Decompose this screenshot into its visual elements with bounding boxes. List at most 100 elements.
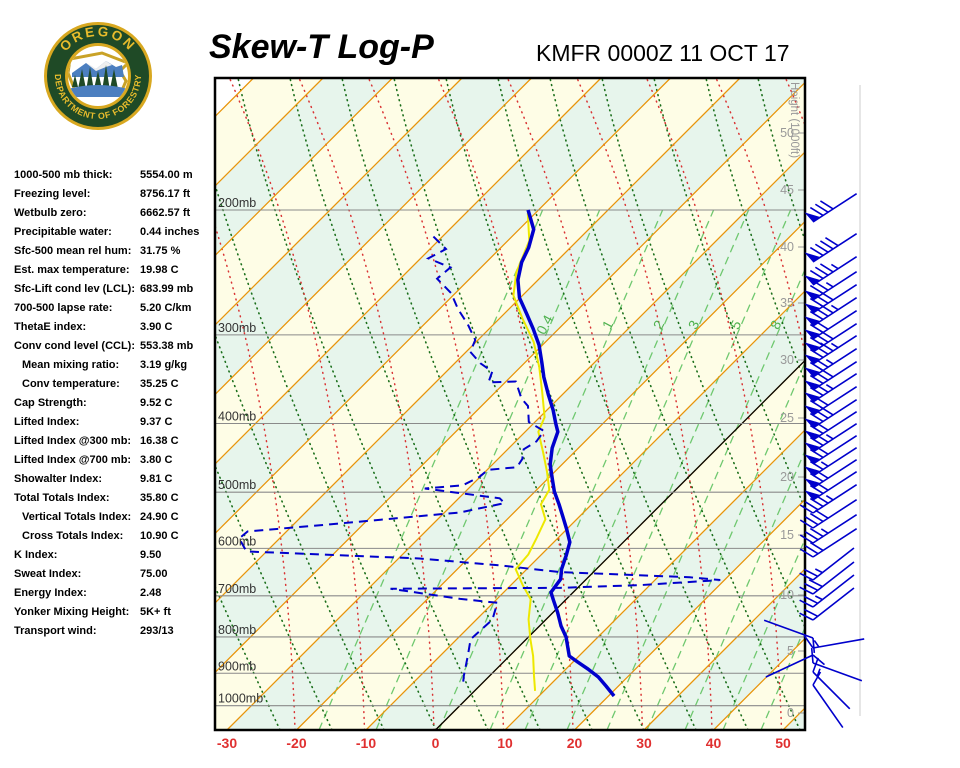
index-value: 9.81 C (140, 473, 173, 485)
wind-barb (804, 411, 858, 441)
index-value: 0.44 inches (140, 226, 200, 238)
index-value: 16.38 C (140, 435, 179, 447)
svg-text:-10: -10 (356, 735, 376, 751)
wind-barb (812, 671, 844, 729)
index-row: Wetbulb zero: 6662.57 ft (12, 204, 222, 223)
index-row: ThetaE index: 3.90 C (12, 318, 222, 337)
index-label: Cross Totals Index: (22, 530, 124, 542)
logo-snow (86, 61, 112, 71)
wind-barb (803, 635, 865, 649)
wind-barb (810, 647, 863, 682)
index-row: Conv cond level (CCL): 553.38 mb (12, 337, 222, 356)
svg-text:Height (1000ft): Height (1000ft) (788, 82, 800, 158)
svg-text:20: 20 (780, 470, 794, 484)
indices-panel: 1000-500 mb thick: 5554.00 m Freezing leve… (12, 166, 222, 641)
index-row: Sfc-Lift cond lev (LCL): 683.99 mb (12, 280, 222, 299)
index-value: 293/13 (140, 625, 174, 637)
wind-barb (804, 399, 858, 429)
index-row: 1000-500 mb thick: 5554.00 m (12, 166, 222, 185)
index-value: 31.75 % (140, 245, 181, 257)
index-value: 75.00 (140, 568, 168, 580)
logo-badge: OREGON DEPARTMENT OF FORESTRY (44, 22, 152, 130)
index-row: Sweat Index: 75.00 (12, 565, 222, 584)
svg-text:40: 40 (780, 240, 794, 254)
index-value: 5K+ ft (140, 606, 171, 618)
svg-text:200mb: 200mb (218, 196, 256, 210)
index-value: 683.99 mb (140, 283, 194, 295)
wind-barb (765, 654, 826, 678)
index-value: 8756.17 ft (140, 188, 191, 200)
index-value: 3.80 C (140, 454, 173, 466)
wind-barb (812, 657, 851, 710)
wind-barb (804, 335, 858, 365)
pressure-labels: 200mb 300mb 400mb 500mb 600mb 700mb 800mb 900mb… (218, 196, 263, 706)
index-row: Cap Strength: 9.52 C (12, 394, 222, 413)
index-value: 9.50 (140, 549, 162, 561)
index-row: Energy Index: 2.48 (12, 584, 222, 603)
wind-barb (804, 373, 858, 403)
plot-area: 0.4 1 2 3 5 8200mb300mb400mb500mb600mb700mb80… (215, 78, 805, 730)
svg-text:1000mb: 1000mb (218, 692, 263, 706)
svg-text:500mb: 500mb (218, 478, 256, 492)
index-value: 5554.00 m (140, 169, 193, 181)
station-time-label: KMFR 0000Z 11 OCT 17 (536, 40, 790, 66)
wind-barb (804, 233, 858, 263)
oregon-forestry-logo: OREGON DEPARTMENT OF FORESTRY (44, 22, 152, 130)
wind-barb (804, 284, 858, 314)
index-value: 24.90 C (140, 511, 179, 523)
index-label: ThetaE index: (14, 321, 87, 333)
index-row: Est. max temperature: 19.98 C (12, 261, 222, 280)
svg-text:900mb: 900mb (218, 659, 256, 673)
index-value: 3.19 g/kg (140, 359, 188, 371)
temp-axis-labels: -30 -20 -10 0 10 20 30 40 50 (217, 735, 791, 751)
index-label: Lifted Index: (14, 416, 80, 428)
index-row: Lifted Index @700 mb: 3.80 C (12, 451, 222, 470)
index-label: Energy Index: (14, 587, 87, 599)
index-label: Est. max temperature: (14, 264, 130, 276)
index-row: Transport wind: 293/13 (12, 622, 222, 641)
index-row: Sfc-500 mean rel hum: 31.75 % (12, 242, 222, 261)
wind-barb (799, 499, 858, 529)
svg-text:10: 10 (497, 735, 513, 751)
index-value: 3.90 C (140, 321, 173, 333)
svg-text:5: 5 (787, 644, 794, 658)
dewpoint-trace (237, 235, 721, 684)
index-label: Lifted Index @700 mb: (14, 454, 132, 466)
svg-text:45: 45 (780, 183, 794, 197)
wind-barb (763, 619, 816, 654)
logo-trees (72, 65, 118, 91)
index-row: 700-500 lapse rate: 5.20 C/km (12, 299, 222, 318)
index-label: Total Totals Index: (14, 492, 110, 504)
svg-text:35: 35 (780, 296, 794, 310)
wind-barbs (763, 193, 865, 729)
svg-text:30: 30 (780, 353, 794, 367)
svg-text:-30: -30 (217, 735, 237, 751)
index-label: Lifted Index @300 mb: (14, 435, 132, 447)
index-row: Cross Totals Index: 10.90 C (12, 527, 222, 546)
svg-text:0: 0 (432, 735, 440, 751)
wind-barb (799, 561, 855, 595)
svg-text:30: 30 (636, 735, 652, 751)
svg-text:-20: -20 (286, 735, 306, 751)
wind-barb (799, 514, 858, 544)
index-row: Total Totals Index: 35.80 C (12, 489, 222, 508)
index-row: Lifted Index: 9.37 C (12, 413, 222, 432)
svg-text:600mb: 600mb (218, 534, 256, 548)
isotherm-lines (215, 78, 805, 730)
wind-barb (804, 447, 858, 477)
index-label: Sweat Index: (14, 568, 82, 580)
index-label: Freezing level: (14, 188, 91, 200)
wind-barb (799, 574, 855, 608)
wind-barb (799, 528, 858, 558)
wind-barb (804, 361, 858, 391)
wind-barb (804, 435, 858, 465)
index-row: Yonker Mixing Height: 5K+ ft (12, 603, 222, 622)
index-label: Showalter Index: (14, 473, 103, 485)
index-value: 9.52 C (140, 397, 173, 409)
index-row: Freezing level: 8756.17 ft (12, 185, 222, 204)
wind-barb (799, 587, 855, 621)
page-title: Skew-T Log-P (209, 28, 434, 66)
logo-scene (68, 51, 128, 97)
